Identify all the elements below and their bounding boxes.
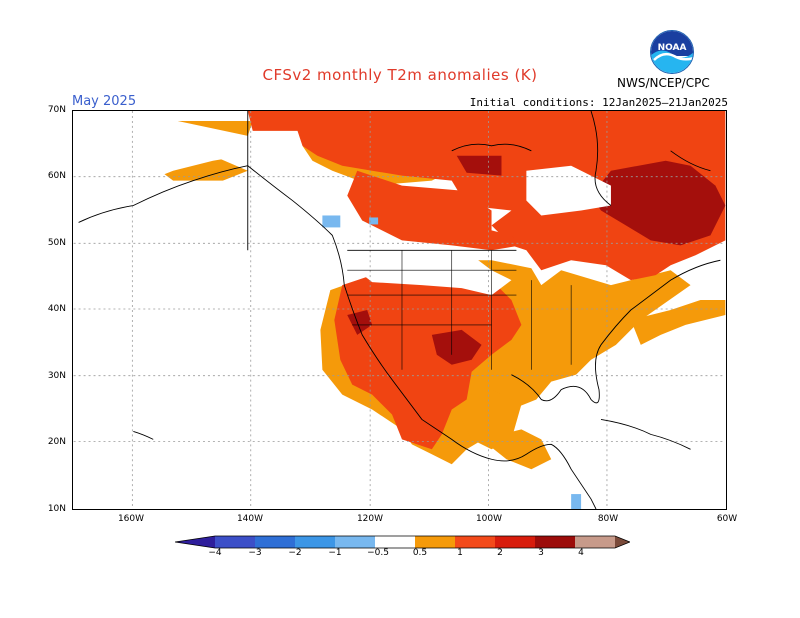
lon-label-60w: 60W xyxy=(716,514,738,524)
colorbar xyxy=(175,535,630,549)
lat-label-30: 30N xyxy=(47,371,66,381)
colorbar-label: 4 xyxy=(578,548,584,558)
anomaly-map xyxy=(72,110,727,510)
colorbar-label: −4 xyxy=(208,548,222,558)
colorbar-label: −2 xyxy=(288,548,302,558)
colorbar-label: 3 xyxy=(538,548,544,558)
lon-label-100w: 100W xyxy=(475,514,503,524)
state-borders xyxy=(347,250,572,370)
noaa-logo: NOAA xyxy=(650,30,694,74)
lat-label-50: 50N xyxy=(47,238,66,248)
lat-label-20: 20N xyxy=(47,437,66,447)
lat-label-60: 60N xyxy=(47,171,66,181)
lat-label-40: 40N xyxy=(47,304,66,314)
colorbar-label: −3 xyxy=(248,548,262,558)
map-title: CFSv2 monthly T2m anomalies (K) xyxy=(262,66,538,84)
initial-conditions: Initial conditions: 12Jan2025–21Jan2025 xyxy=(469,96,728,109)
lon-label-140w: 140W xyxy=(236,514,264,524)
colorbar-label: −1 xyxy=(328,548,342,558)
lat-lon-grid xyxy=(73,111,726,509)
lat-label-10: 10N xyxy=(47,504,66,514)
colorbar-label: 1 xyxy=(457,548,463,558)
neutral-region xyxy=(103,118,611,296)
logo-text: NOAA xyxy=(658,43,687,53)
lon-label-80w: 80W xyxy=(597,514,619,524)
lon-label-160w: 160W xyxy=(117,514,145,524)
anomaly-red-region xyxy=(247,111,726,450)
colorbar-label: 0.5 xyxy=(412,548,428,558)
anomaly-blue-region xyxy=(322,215,582,509)
forecast-month: May 2025 xyxy=(72,94,137,109)
organization-label: NWS/NCEP/CPC xyxy=(617,76,710,90)
colorbar-label: 2 xyxy=(497,548,503,558)
lat-label-70: 70N xyxy=(47,105,66,115)
coastlines xyxy=(78,111,721,509)
colorbar-label: −0.5 xyxy=(367,548,389,558)
anomaly-darkred-region xyxy=(347,155,726,365)
lon-label-120w: 120W xyxy=(356,514,384,524)
